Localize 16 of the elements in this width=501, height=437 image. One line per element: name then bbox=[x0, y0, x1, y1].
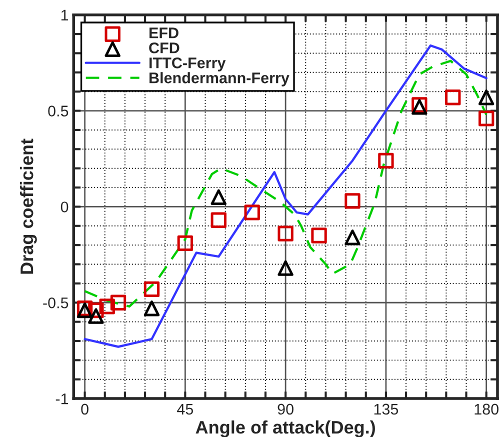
y-tick-label: 0.5 bbox=[48, 106, 68, 116]
y-axis-title: Drag coefficient bbox=[20, 138, 37, 274]
y-tick-label: -0.5 bbox=[43, 297, 68, 308]
x-tick-label: 180 bbox=[474, 404, 498, 415]
y-tick-label: 0 bbox=[60, 202, 68, 212]
x-axis-title: Angle of attack(Deg.) bbox=[196, 420, 375, 437]
x-tick-label: 45 bbox=[177, 404, 194, 415]
x-tick-label: 0 bbox=[81, 404, 88, 415]
legend-label: Blendermann-Ferry bbox=[150, 72, 290, 86]
x-tick-label: 90 bbox=[278, 404, 294, 415]
legend-label: EFD bbox=[150, 28, 178, 38]
y-tick-label: 1 bbox=[61, 10, 68, 20]
y-tick-label: -1 bbox=[56, 394, 68, 404]
x-tick-label: 135 bbox=[374, 404, 398, 415]
legend-label: CFD bbox=[149, 42, 180, 54]
legend-label: ITTC-Ferry bbox=[150, 57, 226, 72]
